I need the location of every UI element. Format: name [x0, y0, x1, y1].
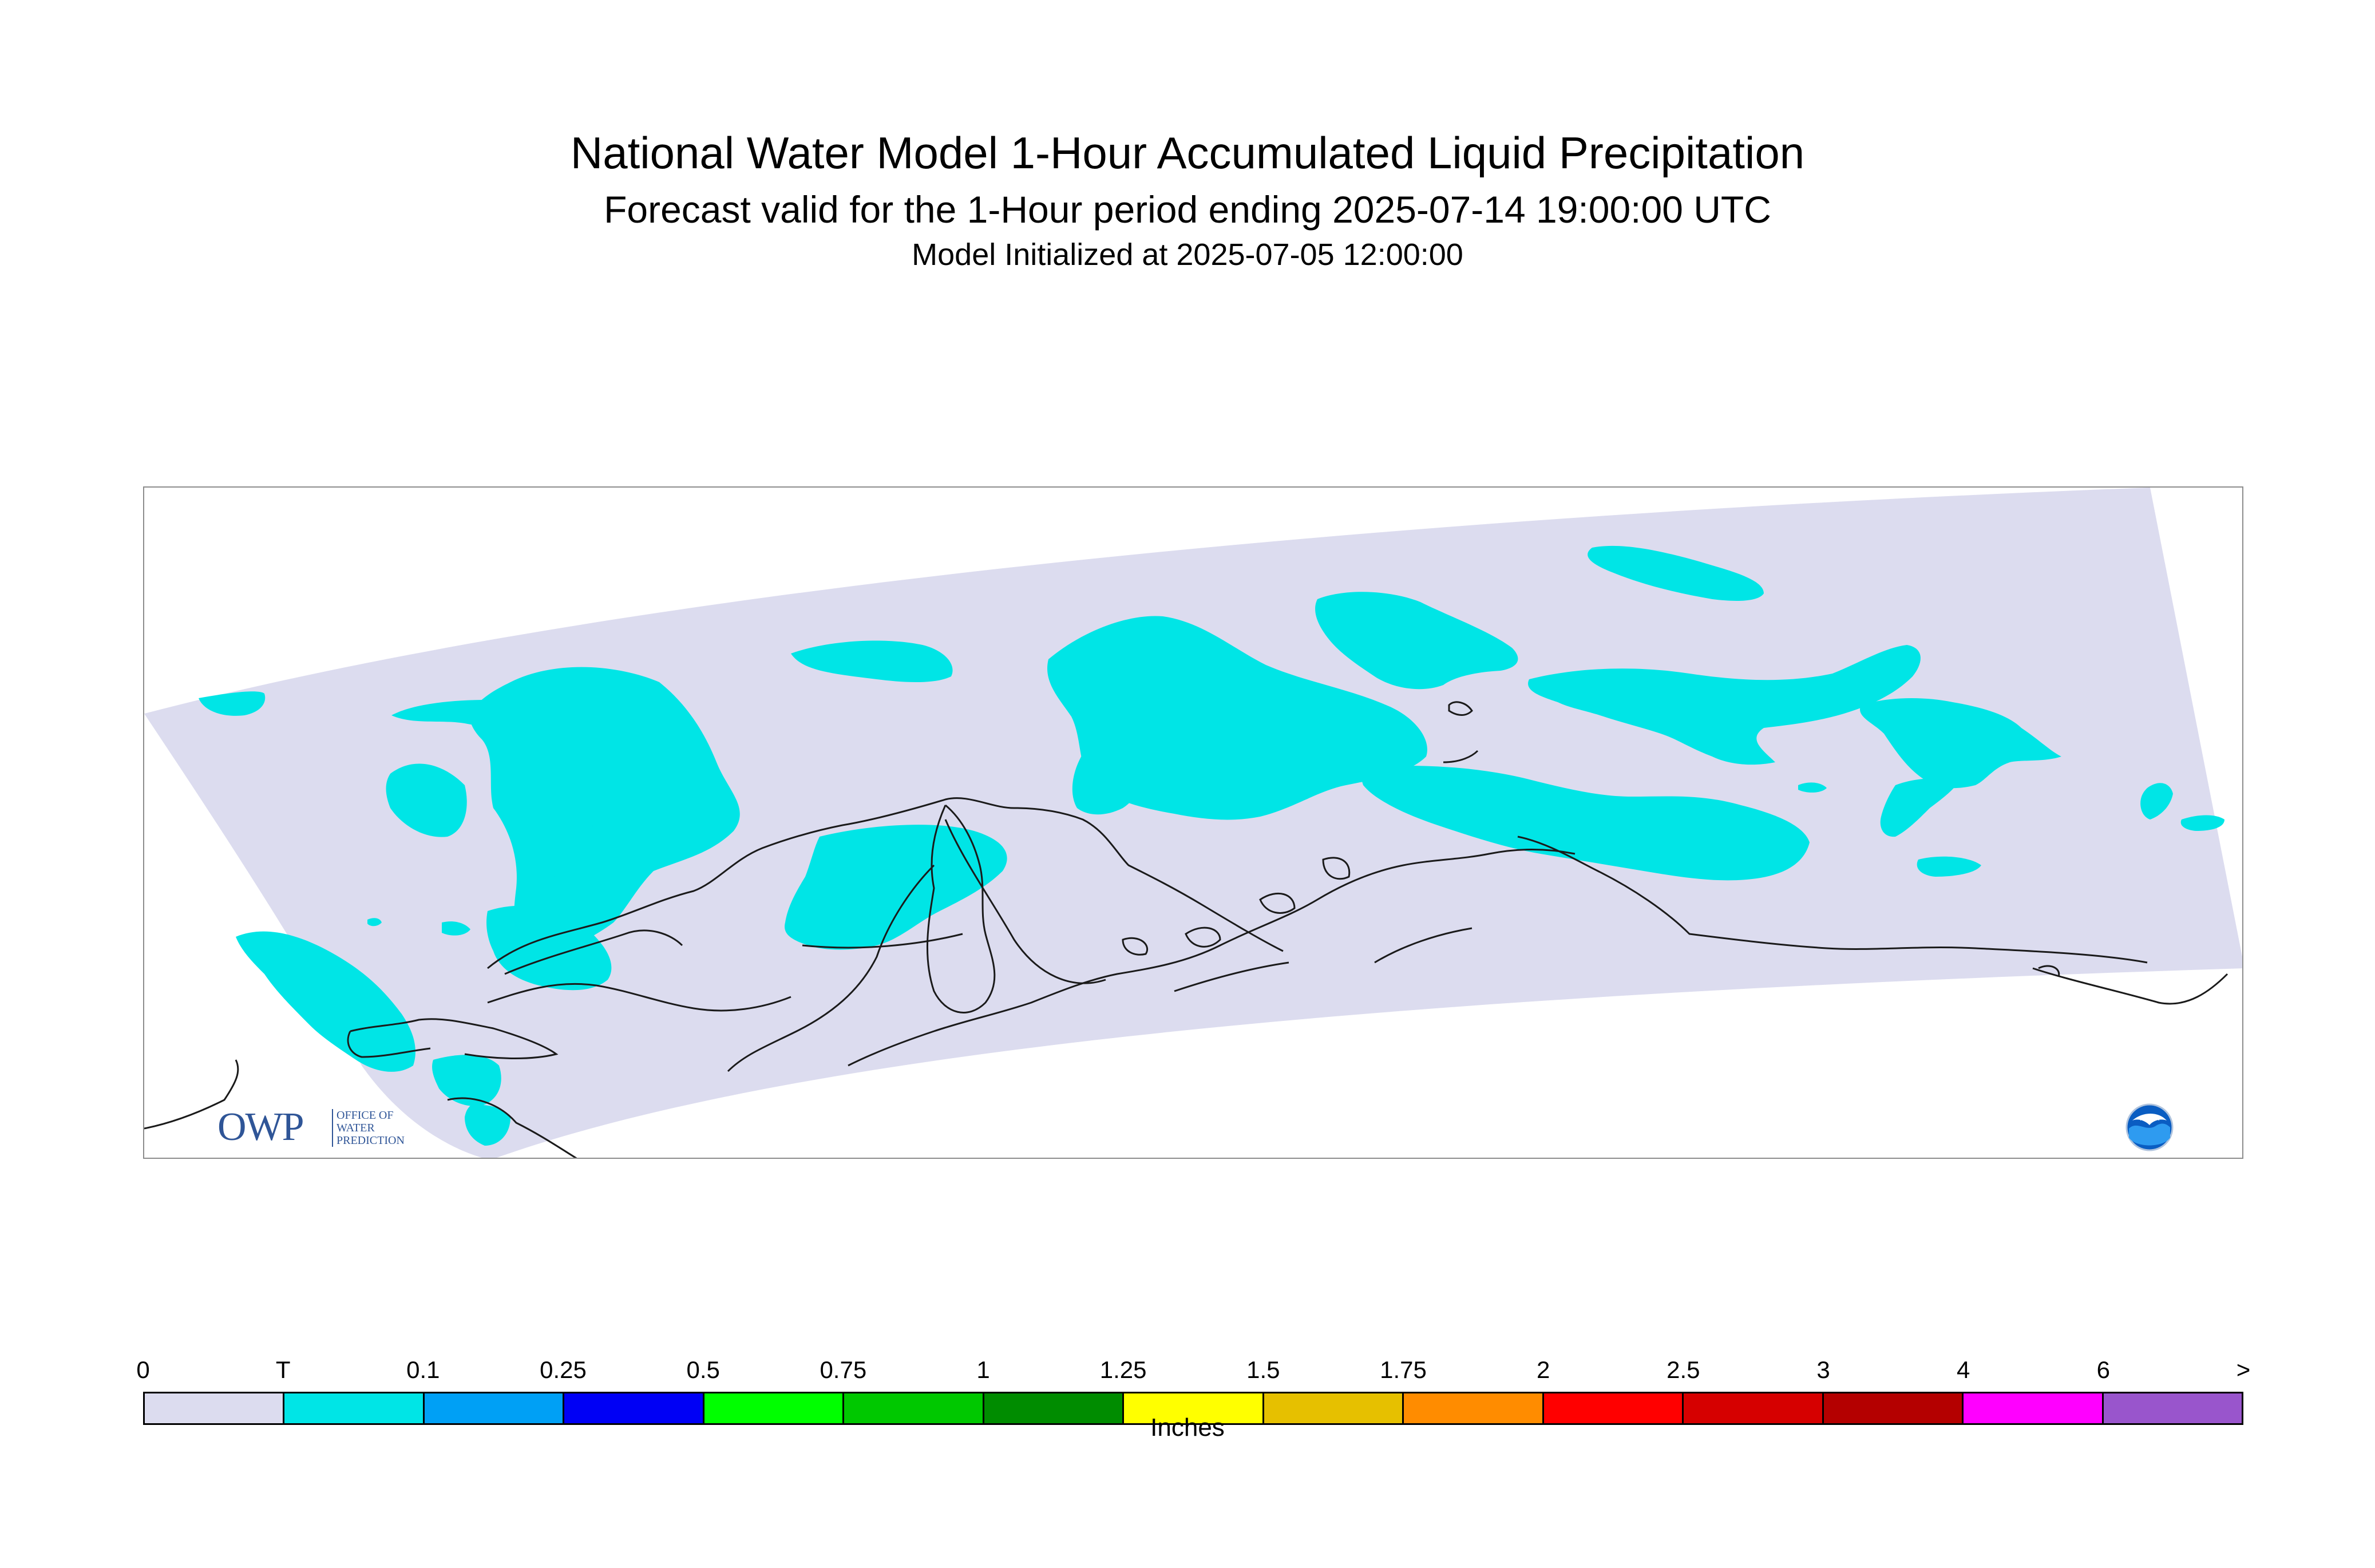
coastline-path	[347, 1031, 431, 1058]
precip-area	[2180, 815, 2224, 831]
precip-area	[2140, 783, 2173, 819]
precip-area	[785, 825, 1007, 950]
coastline-path	[1517, 836, 2148, 964]
legend-tick-label: 2.5	[1667, 1356, 1700, 1383]
precip-area	[1588, 545, 1764, 601]
precip-area	[1798, 782, 1827, 793]
precip-area	[1917, 856, 1981, 877]
coastline-path	[1448, 701, 1473, 716]
legend-tick-label: 3	[1816, 1356, 1830, 1383]
legend-swatch	[1684, 1393, 1824, 1423]
legend-swatch	[1264, 1393, 1404, 1423]
owp-line-2: WATER	[337, 1122, 375, 1134]
precip-area	[1860, 698, 2061, 789]
coastline-path	[447, 1097, 577, 1158]
legend-tick-label: 0.1	[406, 1356, 440, 1383]
legend-swatch	[145, 1393, 285, 1423]
coastline-path	[944, 819, 1106, 984]
owp-line-1: OFFICE OF	[337, 1109, 394, 1122]
legend-tick-label: >	[2236, 1356, 2251, 1383]
outside-domain-area	[144, 714, 482, 1158]
map-subtitle: Forecast valid for the 1-Hour period end…	[604, 188, 1771, 231]
legend-swatch	[284, 1393, 425, 1423]
legend-tick-label: 1.25	[1099, 1356, 1147, 1383]
coastline-path	[1322, 857, 1351, 880]
coastline-path	[1185, 926, 1221, 948]
legend-tick-label: T	[275, 1356, 291, 1383]
legend-swatch	[1543, 1393, 1684, 1423]
legend-tick-label: 1	[976, 1356, 990, 1383]
legend-units: Inches	[1150, 1413, 1225, 1442]
legend-swatch	[564, 1393, 704, 1423]
owp-logo: OWP OFFICE OF WATER PREDICTION	[217, 1104, 435, 1150]
model-domain-area	[144, 488, 2242, 1158]
precip-area	[1528, 645, 1921, 765]
coastline-path	[1174, 961, 1289, 992]
coastline-path	[487, 983, 791, 1012]
noaa-label: NOAA	[2140, 1114, 2159, 1122]
precip-area	[1880, 778, 1958, 837]
legend-swatch	[704, 1393, 845, 1423]
precip-area	[465, 1104, 510, 1146]
precip-area	[367, 918, 382, 926]
coastline-path	[504, 929, 683, 975]
map-canvas	[144, 488, 2242, 1158]
precip-area	[1047, 616, 1427, 820]
precip-area	[1315, 592, 1518, 690]
precip-area	[199, 691, 266, 716]
coastline-path	[2032, 967, 2228, 1005]
precip-area	[236, 931, 415, 1072]
legend-tick-label: 1.75	[1380, 1356, 1427, 1383]
model-init-line: Model Initialized at 2025-07-05 12:00:00	[912, 237, 1463, 272]
precip-area	[1361, 766, 1810, 881]
legend-swatch	[1124, 1393, 1264, 1423]
legend-tick-label: 4	[1956, 1356, 1970, 1383]
coastline-path	[848, 849, 1576, 1067]
legend-tick-label: 0	[136, 1356, 150, 1383]
precip-legend: 0 T 0.1 0.25 0.5 0.75 1 1.25 1.5 1.75 2 2.5 3 4 6 >	[136, 1356, 2250, 1436]
legend-tick-label: 0.75	[820, 1356, 867, 1383]
legend-tick-label: 6	[2096, 1356, 2111, 1383]
precip-area	[791, 640, 953, 682]
coastline-path	[2038, 965, 2060, 977]
coastline-path	[1374, 927, 1472, 964]
legend-swatch	[984, 1393, 1125, 1423]
precip-area	[432, 1055, 501, 1106]
legend-swatch	[1823, 1393, 1964, 1423]
map-title: National Water Model 1-Hour Accumulated …	[570, 128, 1805, 178]
coastline-path	[1122, 937, 1148, 956]
precip-area	[470, 667, 740, 952]
legend-tick-label: 0.5	[686, 1356, 720, 1383]
legend-swatch	[844, 1393, 984, 1423]
coastline-path	[727, 864, 935, 1072]
legend-tick-label: 1.5	[1246, 1356, 1280, 1383]
legend-swatch	[1404, 1393, 1544, 1423]
precip-area	[527, 796, 593, 877]
precipitation-map	[143, 486, 2243, 1159]
legend-swatch	[2103, 1393, 2242, 1423]
coastline-path	[487, 797, 1284, 969]
precip-area	[442, 921, 470, 936]
coastline-path	[350, 1018, 559, 1059]
coastline	[144, 701, 2228, 1158]
coastline-path	[926, 804, 996, 1013]
legend-swatch	[424, 1393, 565, 1423]
coastline-path	[1443, 750, 1479, 763]
legend-swatch	[1964, 1393, 2104, 1423]
legend-tick-label: 2	[1536, 1356, 1550, 1383]
legend-color-bar	[143, 1392, 2243, 1425]
noaa-logo: NOAA	[2125, 1103, 2174, 1151]
owp-logo-mark: OWP	[217, 1105, 304, 1149]
legend-tick-label: 0.25	[540, 1356, 587, 1383]
coastline-path	[144, 1059, 239, 1130]
coastline-path	[1259, 892, 1296, 914]
owp-logo-text: OFFICE OF WATER PREDICTION	[332, 1109, 434, 1147]
precip-area	[386, 763, 467, 837]
owp-line-3: PREDICTION	[337, 1134, 405, 1147]
coastline-path	[802, 933, 963, 949]
